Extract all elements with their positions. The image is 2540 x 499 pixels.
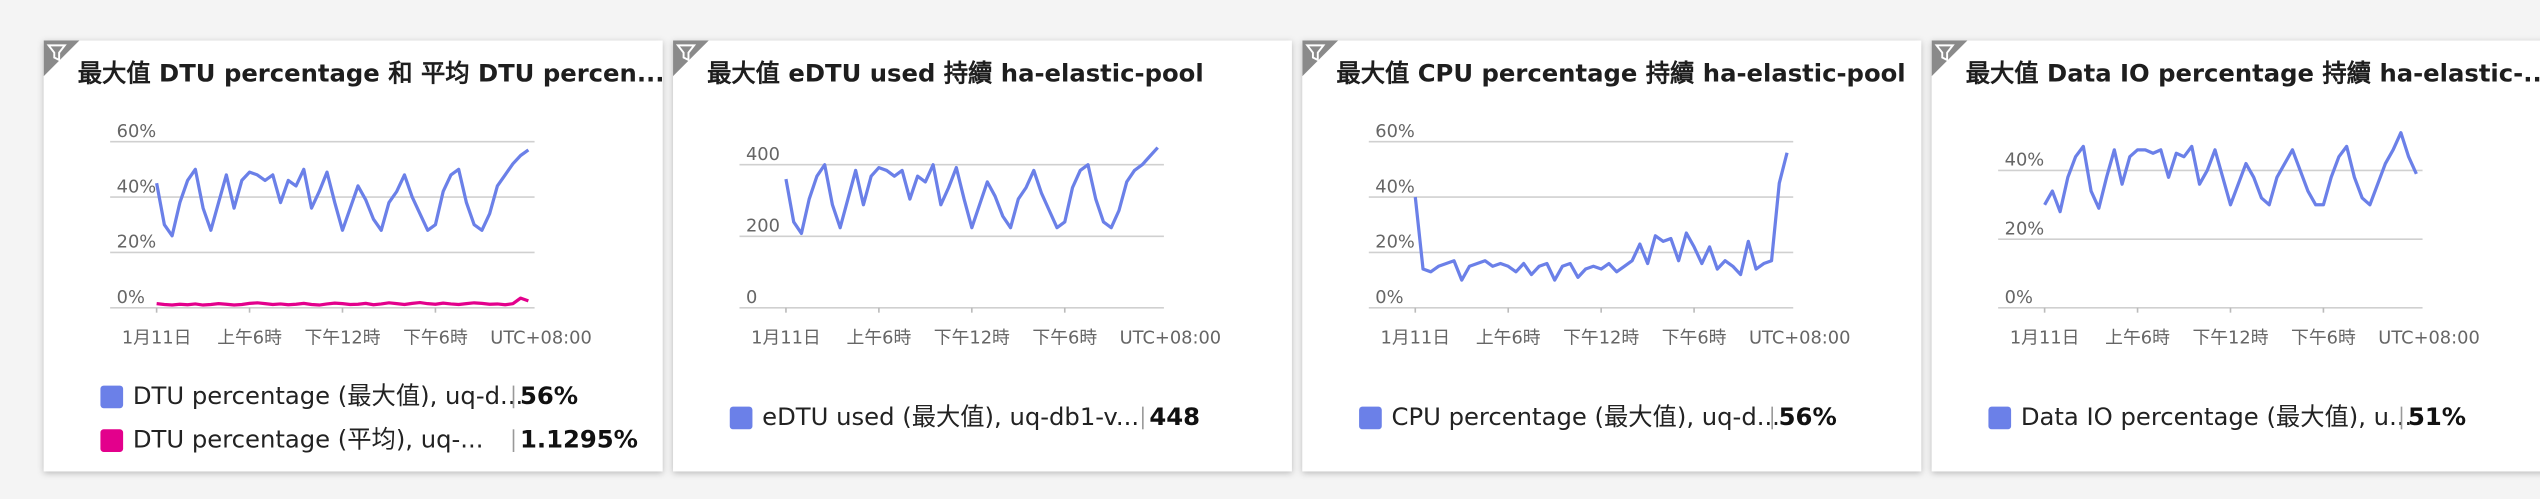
x-tick-label: 下午6時 <box>1662 328 1727 349</box>
x-tick-label: 上午6時 <box>847 328 912 349</box>
timezone-label: UTC+08:00 <box>490 328 591 349</box>
tile: 最大值 Data IO percentage 持續 ha-elastic-...… <box>1931 40 2540 472</box>
legend-swatch <box>100 385 124 409</box>
legend-value: 56% <box>1779 402 1837 431</box>
line-series <box>2043 131 2418 214</box>
line-series <box>156 296 529 307</box>
x-tick-label: 1月11日 <box>1380 328 1450 349</box>
line-series <box>784 146 1159 236</box>
y-tick-label: 20% <box>2005 218 2045 239</box>
legend-swatch <box>729 406 753 430</box>
x-tick-label: 下午6時 <box>1032 328 1097 349</box>
tile-background <box>1931 40 2540 472</box>
y-tick-label: 40% <box>117 176 157 197</box>
legend-label: eDTU used (最大值), uq-db1-v... <box>762 402 1139 431</box>
y-tick-label: 40% <box>2005 150 2045 171</box>
tile: 最大值 CPU percentage 持續 ha-elastic-pool 0% 2… <box>1302 40 1922 472</box>
tile-background <box>43 40 663 472</box>
timezone-label: UTC+08:00 <box>1749 328 1850 349</box>
x-tick-label: 下午12時 <box>934 328 1010 349</box>
legend-swatch <box>1988 406 2012 430</box>
x-tick-label: 1月11日 <box>122 328 192 349</box>
legend-value: 448 <box>1149 402 1200 431</box>
legend-value: 1.1295% <box>520 425 638 454</box>
x-tick-label: 上午6時 <box>1476 328 1541 349</box>
filter-icon <box>1934 44 1955 62</box>
legend-label: DTU percentage (最大值), uq-d... <box>133 381 523 410</box>
x-tick-label: 下午6時 <box>403 328 468 349</box>
timezone-label: UTC+08:00 <box>1120 328 1221 349</box>
x-tick-label: 1月11日 <box>2010 328 2080 349</box>
x-tick-label: 上午6時 <box>2105 328 2170 349</box>
x-tick-label: 下午12時 <box>304 328 380 349</box>
tile-title: 最大值 Data IO percentage 持續 ha-elastic-... <box>1966 59 2540 88</box>
legend-swatch <box>1359 406 1382 430</box>
y-tick-label: 400 <box>746 144 780 165</box>
x-tick-label: 上午6時 <box>217 328 282 349</box>
tile-background <box>1302 40 1922 472</box>
y-tick-label: 0% <box>2005 287 2033 308</box>
legend-label: CPU percentage (最大值), uq-d... <box>1391 402 1779 431</box>
line-series <box>1413 152 1789 282</box>
line-series <box>155 148 530 238</box>
legend-value: 51% <box>2408 402 2466 431</box>
tile: 最大值 eDTU used 持續 ha-elastic-pool 0 200 400 1… <box>673 40 1292 472</box>
y-tick-label: 60% <box>117 121 157 142</box>
y-tick-label: 200 <box>746 216 780 237</box>
x-tick-label: 1月11日 <box>751 328 821 349</box>
tile-title: 最大值 CPU percentage 持續 ha-elastic-pool <box>1336 59 1905 88</box>
y-tick-label: 0 <box>746 287 757 308</box>
legend-value: 56% <box>520 381 578 410</box>
x-tick-label: 下午6時 <box>2291 328 2356 349</box>
y-tick-label: 0% <box>117 287 145 308</box>
y-tick-label: 20% <box>117 232 157 253</box>
legend-label: Data IO percentage (最大值), u... <box>2021 402 2412 431</box>
legend-label: DTU percentage (平均), uq-... <box>133 425 484 454</box>
tile-title: 最大值 DTU percentage 和 平均 DTU percen... <box>78 59 665 88</box>
y-tick-label: 20% <box>1375 232 1415 253</box>
filter-icon <box>1305 44 1326 62</box>
tile: 最大值 DTU percentage 和 平均 DTU percen... 0% 2… <box>43 40 665 472</box>
timezone-label: UTC+08:00 <box>2378 328 2479 349</box>
y-tick-label: 60% <box>1375 121 1415 142</box>
tile-background <box>673 40 1292 472</box>
x-tick-label: 下午12時 <box>1563 328 1639 349</box>
y-tick-label: 40% <box>1375 176 1415 197</box>
legend-swatch <box>100 429 124 452</box>
filter-icon <box>46 44 67 62</box>
y-tick-label: 0% <box>1375 287 1403 308</box>
filter-icon <box>675 44 697 62</box>
tile-title: 最大值 eDTU used 持續 ha-elastic-pool <box>707 59 1204 88</box>
x-tick-label: 下午12時 <box>2192 328 2268 349</box>
